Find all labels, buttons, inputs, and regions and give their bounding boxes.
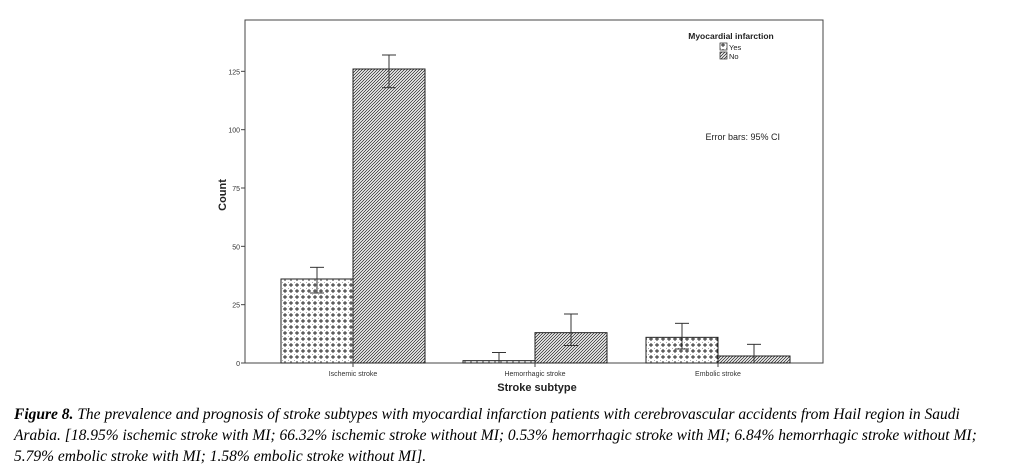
y-tick-label: 0	[236, 361, 240, 368]
y-tick-label: 75	[232, 186, 240, 193]
legend-title: Myocardial infarction	[688, 31, 774, 41]
error-bars-annotation: Error bars: 95% CI	[705, 132, 780, 142]
y-tick-label: 100	[228, 128, 240, 135]
caption-text: The prevalence and prognosis of stroke s…	[14, 406, 977, 465]
legend-label-yes: Yes	[729, 43, 741, 52]
y-tick-label: 25	[232, 303, 240, 310]
x-tick-label: Embolic stroke	[695, 371, 741, 378]
x-tick-label: Ischemic stroke	[329, 371, 378, 378]
caption-label: Figure 8.	[14, 406, 74, 423]
y-tick-label: 125	[228, 69, 240, 76]
legend-swatch-yes	[719, 42, 728, 51]
x-tick-label: Hemorrhagic stroke	[504, 371, 565, 378]
x-axis-label: Stroke subtype	[497, 382, 576, 394]
y-tick-label: 50	[232, 244, 240, 251]
legend-swatch-no	[719, 51, 728, 60]
bar-chart: 0 25 50 75 100 125 Ischemic stroke Hemorrhagic…	[217, 19, 824, 394]
legend-label-no: No	[729, 52, 739, 61]
y-axis-label: Count	[217, 179, 229, 211]
bar-no	[352, 68, 426, 364]
figure-caption: Figure 8. The prevalence and prognosis o…	[14, 404, 1004, 467]
